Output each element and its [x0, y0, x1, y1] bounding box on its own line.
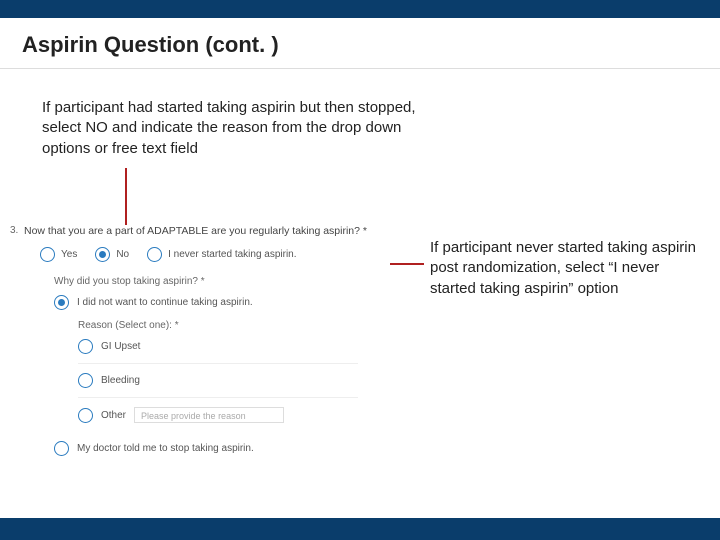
page-title: Aspirin Question (cont. ) — [0, 18, 720, 69]
reason-header: Reason (Select one): * — [78, 320, 390, 331]
option-label: No — [116, 249, 129, 260]
radio-icon — [40, 247, 55, 262]
option-yes[interactable]: Yes — [40, 247, 77, 262]
sub-question: Why did you stop taking aspirin? * — [54, 276, 390, 287]
option-no[interactable]: No — [95, 247, 129, 262]
option-label: I never started taking aspirin. — [168, 249, 296, 260]
reason-gi-upset[interactable]: GI Upset — [78, 339, 358, 364]
bottom-brand-bar — [0, 518, 720, 540]
other-reason-input[interactable]: Please provide the reason — [134, 407, 284, 423]
sub-option-doctor[interactable]: My doctor told me to stop taking aspirin… — [54, 441, 390, 456]
reason-other[interactable]: Other Please provide the reason — [78, 407, 358, 432]
question-number: 3. — [10, 225, 24, 236]
radio-icon — [54, 295, 69, 310]
instruction-stopped: If participant had started taking aspiri… — [42, 98, 422, 159]
radio-icon — [95, 247, 110, 262]
reason-bleeding[interactable]: Bleeding — [78, 373, 358, 398]
instruction-never-started: If participant never started taking aspi… — [430, 238, 700, 299]
radio-icon — [147, 247, 162, 262]
radio-icon — [78, 339, 93, 354]
main-options-row: Yes No I never started taking aspirin. — [40, 247, 390, 262]
radio-icon — [54, 441, 69, 456]
radio-icon — [78, 408, 93, 423]
sub-option-label: My doctor told me to stop taking aspirin… — [77, 443, 254, 454]
question-text: Now that you are a part of ADAPTABLE are… — [24, 225, 367, 237]
reason-label: Bleeding — [101, 375, 140, 386]
sub-option-did-not-want[interactable]: I did not want to continue taking aspiri… — [54, 295, 390, 310]
top-brand-bar — [0, 0, 720, 18]
radio-icon — [78, 373, 93, 388]
option-never-started[interactable]: I never started taking aspirin. — [147, 247, 296, 262]
option-label: Yes — [61, 249, 77, 260]
sub-option-label: I did not want to continue taking aspiri… — [77, 297, 253, 308]
reason-label: GI Upset — [101, 341, 140, 352]
reason-label: Other — [101, 410, 126, 421]
form-screenshot: 3. Now that you are a part of ADAPTABLE … — [10, 225, 390, 466]
